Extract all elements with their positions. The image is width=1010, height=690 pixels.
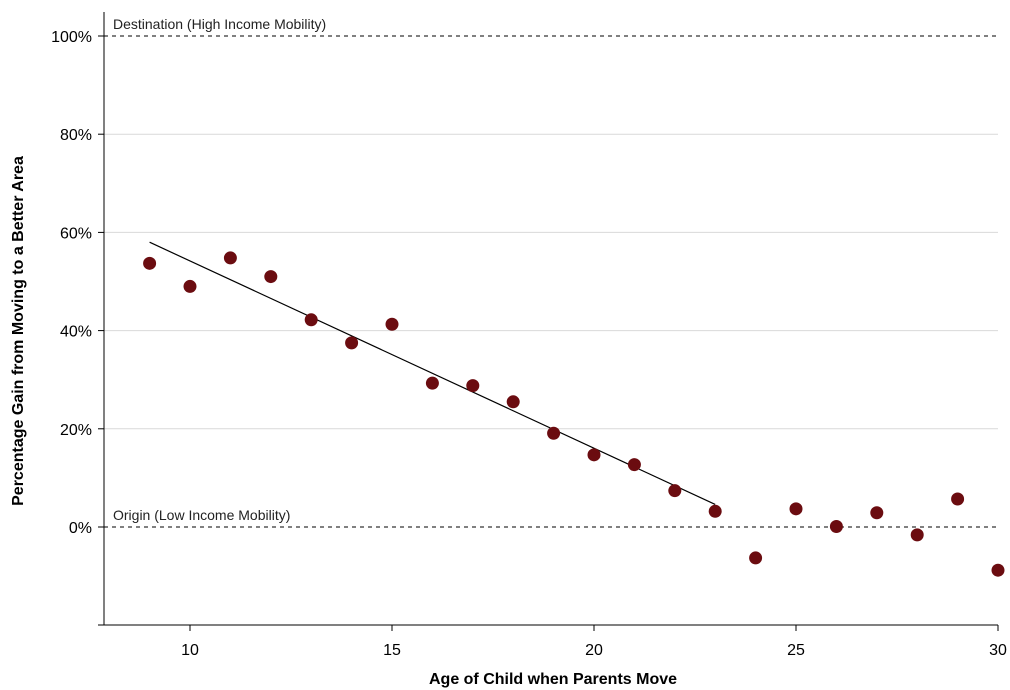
x-tick-label: 15: [383, 642, 401, 659]
x-tick-label: 20: [585, 642, 603, 659]
data-point: [466, 379, 480, 393]
axes: 0% 20% 40% 60% 80% 100% 10 15 20 25 30: [51, 12, 1007, 659]
data-points: [143, 251, 1005, 577]
data-point: [143, 256, 157, 270]
data-point: [829, 520, 843, 534]
y-tick-label: 40%: [60, 324, 92, 341]
data-point: [627, 458, 641, 472]
fit-line: [149, 241, 716, 505]
y-tick-label: 0%: [69, 520, 92, 537]
data-point: [223, 251, 237, 265]
y-tick-label: 20%: [60, 422, 92, 439]
data-point: [264, 270, 278, 284]
data-point: [506, 395, 520, 409]
data-point: [304, 313, 318, 327]
data-point: [547, 426, 561, 440]
data-point: [425, 376, 439, 390]
data-point: [345, 336, 359, 350]
reference-line-label: Destination (High Income Mobility): [113, 16, 326, 32]
x-axis-title: Age of Child when Parents Move: [429, 671, 677, 688]
reference-lines: Destination (High Income Mobility) Origin…: [104, 16, 998, 528]
y-tick-label: 100%: [51, 29, 92, 46]
y-tick-label: 60%: [60, 225, 92, 242]
data-point: [951, 492, 965, 506]
data-point: [870, 506, 884, 520]
gridlines: [104, 133, 998, 430]
fit-line-layer: [149, 241, 716, 505]
x-tick-label: 30: [989, 642, 1007, 659]
x-tick-label: 25: [787, 642, 805, 659]
data-point: [910, 528, 924, 542]
x-tick-label: 10: [181, 642, 199, 659]
data-point: [668, 484, 682, 498]
data-point: [385, 317, 399, 331]
reference-line-label: Origin (Low Income Mobility): [113, 507, 290, 523]
data-point: [749, 551, 763, 565]
data-point: [789, 502, 803, 516]
data-point: [587, 448, 601, 462]
data-point: [991, 563, 1005, 577]
data-point: [708, 504, 722, 518]
y-tick-label: 80%: [60, 127, 92, 144]
data-point: [183, 279, 197, 293]
y-axis-title: Percentage Gain from Moving to a Better …: [10, 156, 27, 506]
